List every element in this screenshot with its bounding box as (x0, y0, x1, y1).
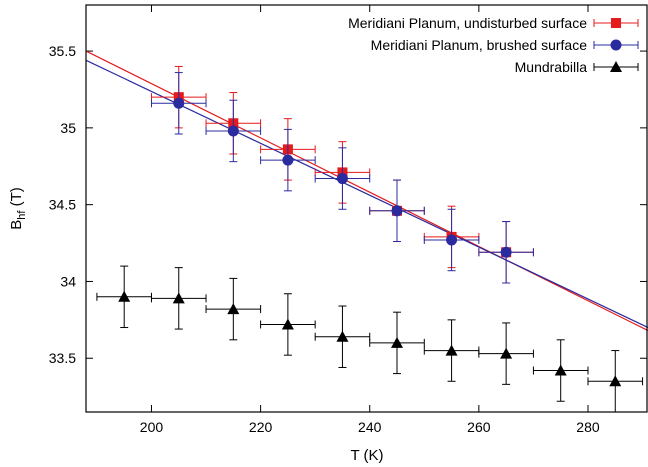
data-point (150, 267, 207, 330)
triangle-marker (610, 61, 622, 72)
y-axis-label: Bhf (T) (8, 187, 28, 230)
fit-line-series-1 (85, 59, 648, 329)
legend-label-brushed: Meridiani Planum, brushed surface (371, 37, 588, 53)
data-point (587, 350, 644, 413)
x-axis-label: T (K) (350, 447, 383, 464)
legend-label-undisturbed: Meridiani Planum, undisturbed surface (348, 15, 587, 31)
x-tick-label: 260 (467, 419, 491, 435)
circle-marker (391, 205, 403, 217)
series-1 (150, 72, 534, 284)
triangle-marker (118, 290, 131, 302)
y-axis-label-main: B (8, 220, 25, 230)
circle-marker (446, 234, 458, 246)
fit-lines (85, 50, 648, 332)
tick-marks (86, 5, 647, 412)
series-2 (96, 265, 644, 413)
y-tick-label: 35.5 (49, 43, 76, 59)
data-point (423, 208, 480, 272)
circle-marker (610, 39, 622, 51)
x-tick-label: 280 (576, 419, 600, 435)
data-point (205, 277, 262, 341)
tick-labels: 200 220 240 260 280 33.5 34 34.5 35 35.5 (49, 43, 600, 435)
x-tick-label: 220 (249, 419, 273, 435)
circle-marker (336, 173, 348, 185)
legend-label-mundrabilla: Mundrabilla (515, 59, 588, 75)
data-point (478, 322, 534, 385)
data-point (369, 311, 425, 375)
y-tick-label: 35 (60, 120, 76, 136)
y-axis-label-unit: (T) (8, 187, 25, 210)
data-point (260, 293, 316, 356)
legend-symbol-series-0 (593, 18, 639, 28)
data-point (369, 179, 425, 243)
triangle-marker (227, 303, 240, 315)
y-tick-label: 34 (60, 273, 76, 289)
triangle-marker (391, 336, 404, 348)
legend: Meridiani Planum, undisturbed surface Me… (348, 15, 639, 75)
triangle-marker (500, 347, 513, 359)
data-point (314, 305, 371, 368)
data-point (423, 319, 480, 382)
legend-symbol-series-2 (593, 61, 639, 72)
data-point (478, 221, 534, 284)
legend-symbol-series-1 (593, 39, 639, 51)
plot-area-frame (85, 4, 648, 413)
data-point (260, 128, 316, 192)
y-axis-label-subscript: hf (16, 210, 28, 220)
y-tick-label: 33.5 (49, 350, 76, 366)
y-tick-label: 34.5 (49, 197, 76, 213)
data-point (205, 99, 262, 163)
data-points (96, 65, 644, 413)
circle-marker (500, 246, 512, 258)
triangle-marker (172, 292, 185, 304)
triangle-marker (281, 318, 294, 330)
data-point (314, 147, 371, 210)
triangle-marker (609, 375, 622, 387)
triangle-marker (554, 364, 567, 376)
x-tick-label: 200 (140, 419, 164, 435)
square-marker (611, 18, 621, 28)
circle-marker (173, 97, 185, 109)
x-tick-label: 240 (358, 419, 382, 435)
triangle-marker (445, 344, 458, 356)
data-point (150, 72, 207, 135)
triangle-marker (336, 330, 349, 342)
data-point (532, 339, 589, 402)
data-point (96, 265, 152, 329)
circle-marker (227, 125, 239, 137)
fit-line-series-0 (85, 50, 648, 332)
circle-marker (282, 154, 294, 166)
